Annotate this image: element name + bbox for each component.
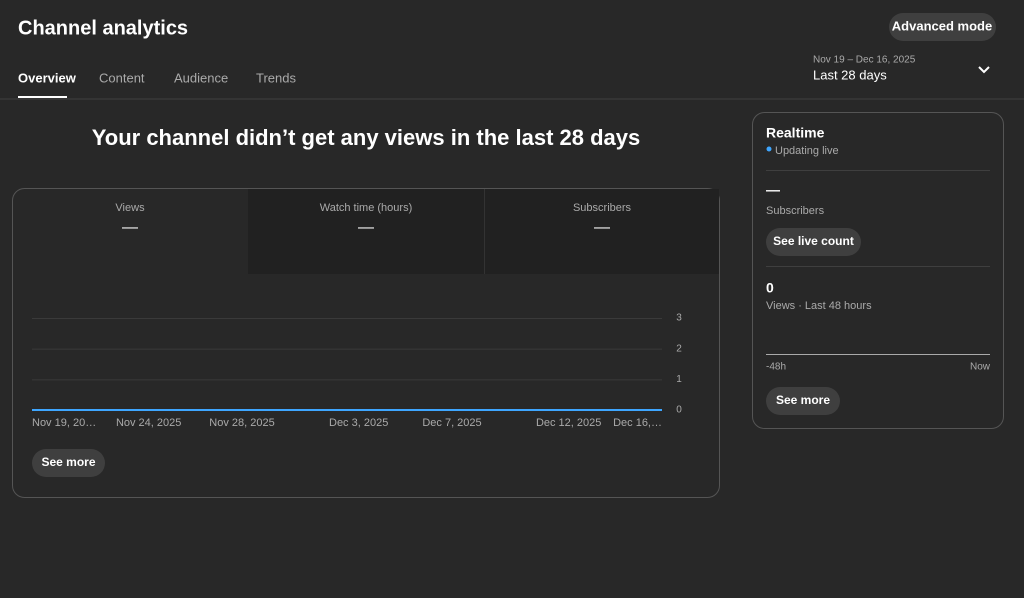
tab[interactable]: Content bbox=[99, 70, 145, 85]
advanced-mode-label: Advanced mode bbox=[892, 18, 992, 33]
x-tick-label: Nov 19, 20… bbox=[32, 417, 96, 429]
date-range-label[interactable]: Last 28 days bbox=[813, 67, 887, 82]
x-tick-label: Nov 28, 2025 bbox=[209, 417, 274, 429]
dropdown-chevron[interactable] bbox=[978, 66, 990, 74]
realtime-see-more-label: See more bbox=[776, 393, 830, 407]
see-live-count-button[interactable] bbox=[766, 228, 861, 256]
metric-name[interactable]: Views bbox=[115, 202, 145, 214]
metric-value: — bbox=[358, 219, 374, 236]
axis-start: -48h bbox=[766, 362, 786, 373]
tab[interactable]: Audience bbox=[174, 70, 228, 85]
x-tick-label: Dec 3, 2025 bbox=[329, 417, 388, 429]
see-live-count-label: See live count bbox=[773, 234, 854, 248]
metric-tab-bg bbox=[248, 189, 719, 274]
realtime-title: Realtime bbox=[766, 125, 825, 141]
page-title: Channel analytics bbox=[18, 17, 188, 39]
see-more-button[interactable] bbox=[32, 449, 105, 477]
x-tick-label: Dec 12, 2025 bbox=[536, 417, 601, 429]
metric-name[interactable]: Watch time (hours) bbox=[320, 202, 413, 214]
tab-underline bbox=[18, 96, 67, 98]
subscribers-value: — bbox=[766, 182, 780, 198]
date-range[interactable]: Nov 19 – Dec 16, 2025 bbox=[813, 55, 916, 66]
realtime-status: Updating live bbox=[775, 145, 839, 157]
views-label: Views · Last 48 hours bbox=[766, 300, 872, 312]
y-tick-label: 2 bbox=[676, 343, 682, 354]
x-tick-label: Dec 16,… bbox=[613, 417, 662, 429]
y-tick-label: 3 bbox=[676, 313, 682, 324]
see-more-label: See more bbox=[41, 455, 95, 469]
chart: 0 1 2 3 Nov 19, 20… Nov 24, 2025 Nov 28, 2025 D… bbox=[32, 313, 682, 429]
live-dot bbox=[766, 146, 772, 152]
advanced-mode-button[interactable] bbox=[889, 13, 996, 41]
subscribers-label: Subscribers bbox=[766, 205, 825, 217]
metric-value: — bbox=[594, 219, 610, 236]
axis-end: Now bbox=[970, 362, 991, 373]
metric-name[interactable]: Subscribers bbox=[573, 202, 632, 214]
realtime-see-more-button[interactable] bbox=[766, 387, 840, 415]
y-tick-label: 1 bbox=[676, 374, 682, 385]
y-tick-label: 0 bbox=[676, 405, 682, 416]
metric-value: — bbox=[122, 219, 138, 236]
views-value: 0 bbox=[766, 280, 774, 296]
tab[interactable]: Overview bbox=[18, 70, 77, 85]
realtime-card bbox=[752, 112, 1004, 429]
x-tick-label: Nov 24, 2025 bbox=[116, 417, 181, 429]
x-tick-label: Dec 7, 2025 bbox=[422, 417, 481, 429]
headline: Your channel didn’t get any views in the… bbox=[92, 125, 641, 150]
tab[interactable]: Trends bbox=[256, 70, 296, 85]
